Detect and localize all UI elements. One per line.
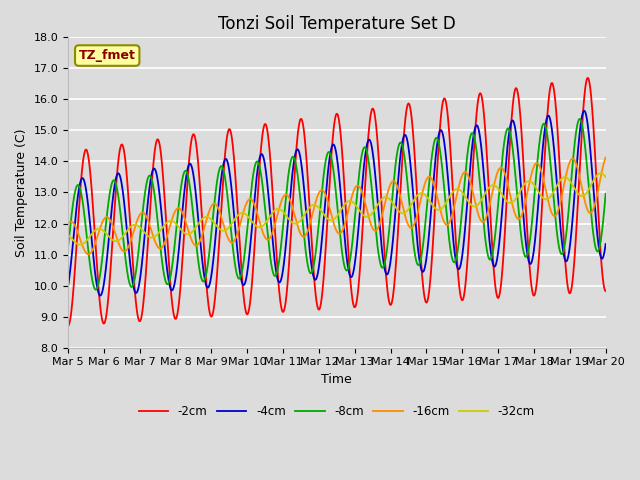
-2cm: [490, 273, 498, 279]
Line: -8cm: -8cm: [68, 119, 605, 289]
-4cm: [602, 241, 609, 247]
-4cm: [96, 293, 104, 299]
-32cm: [602, 174, 609, 180]
-16cm: [491, 179, 499, 185]
-8cm: [602, 191, 609, 197]
-32cm: [171, 220, 179, 226]
-8cm: [576, 116, 584, 122]
-8cm: [244, 217, 252, 223]
-32cm: [76, 242, 84, 248]
Text: TZ_fmet: TZ_fmet: [79, 49, 136, 62]
-4cm: [420, 266, 428, 272]
-8cm: [64, 244, 72, 250]
Line: -16cm: -16cm: [68, 157, 605, 254]
-32cm: [420, 192, 428, 197]
-16cm: [602, 155, 609, 160]
-4cm: [171, 279, 179, 285]
-2cm: [602, 288, 609, 294]
-2cm: [244, 311, 252, 317]
-2cm: [171, 314, 179, 320]
Line: -32cm: -32cm: [68, 173, 605, 245]
-4cm: [184, 165, 192, 170]
-16cm: [184, 226, 192, 232]
Line: -4cm: -4cm: [68, 111, 605, 296]
Title: Tonzi Soil Temperature Set D: Tonzi Soil Temperature Set D: [218, 15, 456, 33]
Legend: -2cm, -4cm, -8cm, -16cm, -32cm: -2cm, -4cm, -8cm, -16cm, -32cm: [134, 400, 540, 422]
-2cm: [64, 323, 72, 329]
-4cm: [580, 108, 588, 114]
-8cm: [491, 236, 499, 242]
Line: -2cm: -2cm: [68, 78, 605, 326]
-16cm: [171, 209, 179, 215]
Y-axis label: Soil Temperature (C): Soil Temperature (C): [15, 128, 28, 257]
-4cm: [64, 284, 72, 289]
-8cm: [538, 124, 546, 130]
-32cm: [597, 170, 605, 176]
X-axis label: Time: Time: [321, 373, 352, 386]
-2cm: [584, 75, 591, 81]
-32cm: [491, 182, 499, 188]
-16cm: [84, 252, 92, 257]
-2cm: [420, 291, 428, 297]
-8cm: [92, 287, 99, 292]
-8cm: [171, 240, 179, 246]
-32cm: [538, 194, 546, 200]
-8cm: [420, 229, 428, 235]
-32cm: [244, 214, 252, 219]
-16cm: [538, 171, 546, 177]
-16cm: [244, 197, 252, 203]
-16cm: [420, 182, 428, 188]
-16cm: [64, 221, 72, 227]
-8cm: [184, 173, 192, 179]
-4cm: [244, 263, 252, 269]
-4cm: [538, 152, 546, 158]
-4cm: [491, 264, 499, 269]
-2cm: [184, 177, 191, 182]
-32cm: [64, 232, 72, 238]
-32cm: [184, 231, 192, 237]
-2cm: [538, 208, 545, 214]
